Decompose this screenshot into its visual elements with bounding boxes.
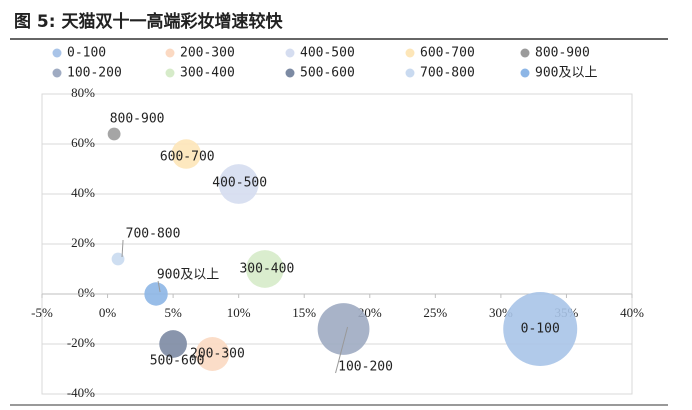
- bubble: [317, 303, 370, 355]
- leader-line: [157, 280, 161, 293]
- legend-label: 0-100: [67, 46, 106, 61]
- data-label: 400-500: [212, 176, 267, 191]
- legend-label: 900及以上: [535, 66, 597, 81]
- legend-label: 300-400: [180, 66, 235, 81]
- y-tick-label: 60%: [71, 135, 95, 150]
- y-tick-label: -20%: [67, 335, 95, 350]
- data-label: 800-900: [110, 112, 165, 127]
- bubble: [144, 282, 168, 306]
- legend-label: 500-600: [300, 66, 355, 81]
- y-tick-label: 40%: [71, 185, 95, 200]
- x-tick-label: -5%: [31, 305, 53, 320]
- legend-swatch: [405, 48, 415, 58]
- data-label: 700-800: [126, 227, 181, 242]
- data-label: 0-100: [521, 322, 560, 337]
- bubble: [159, 330, 187, 358]
- bubble: [195, 337, 230, 371]
- data-label: 500-600: [150, 354, 205, 369]
- legend-swatch: [285, 68, 295, 78]
- bubble: [171, 139, 202, 169]
- x-tick-label: 10%: [227, 305, 251, 320]
- bubble: [111, 252, 125, 266]
- legend-label: 700-800: [420, 66, 475, 81]
- x-tick-label: 5%: [164, 305, 182, 320]
- y-tick-label: 0%: [78, 285, 96, 300]
- data-label: 900及以上: [157, 268, 219, 283]
- legend-swatch: [285, 48, 295, 58]
- legend-swatch: [520, 68, 530, 78]
- bubble: [246, 250, 284, 288]
- legend-label: 600-700: [420, 46, 475, 61]
- x-tick-label: 25%: [423, 305, 447, 320]
- legend-swatch: [405, 68, 415, 78]
- legend-swatch: [52, 48, 62, 58]
- data-label: 200-300: [190, 347, 245, 362]
- legend-label: 400-500: [300, 46, 355, 61]
- x-tick-label: 40%: [620, 305, 644, 320]
- chart-title: 图 5: 天猫双十一高端彩妆增速较快: [14, 11, 283, 32]
- legend-swatch: [52, 68, 62, 78]
- data-label: 100-200: [338, 360, 393, 375]
- bubble: [218, 164, 259, 204]
- y-tick-label: -40%: [67, 385, 95, 400]
- x-tick-label: 0%: [99, 305, 117, 320]
- bubble: [503, 292, 578, 366]
- data-label: 600-700: [160, 150, 215, 165]
- leader-line: [121, 239, 124, 258]
- legend-swatch: [520, 48, 530, 58]
- leader-line: [335, 326, 349, 374]
- legend-label: 800-900: [535, 46, 590, 61]
- bubble: [107, 127, 121, 141]
- x-tick-label: 15%: [292, 305, 316, 320]
- legend-swatch: [165, 68, 175, 78]
- data-label: 300-400: [239, 262, 294, 277]
- y-tick-label: 20%: [71, 235, 95, 250]
- legend-label: 100-200: [67, 66, 122, 81]
- legend-swatch: [165, 48, 175, 58]
- y-tick-label: 80%: [71, 85, 95, 100]
- legend-label: 200-300: [180, 46, 235, 61]
